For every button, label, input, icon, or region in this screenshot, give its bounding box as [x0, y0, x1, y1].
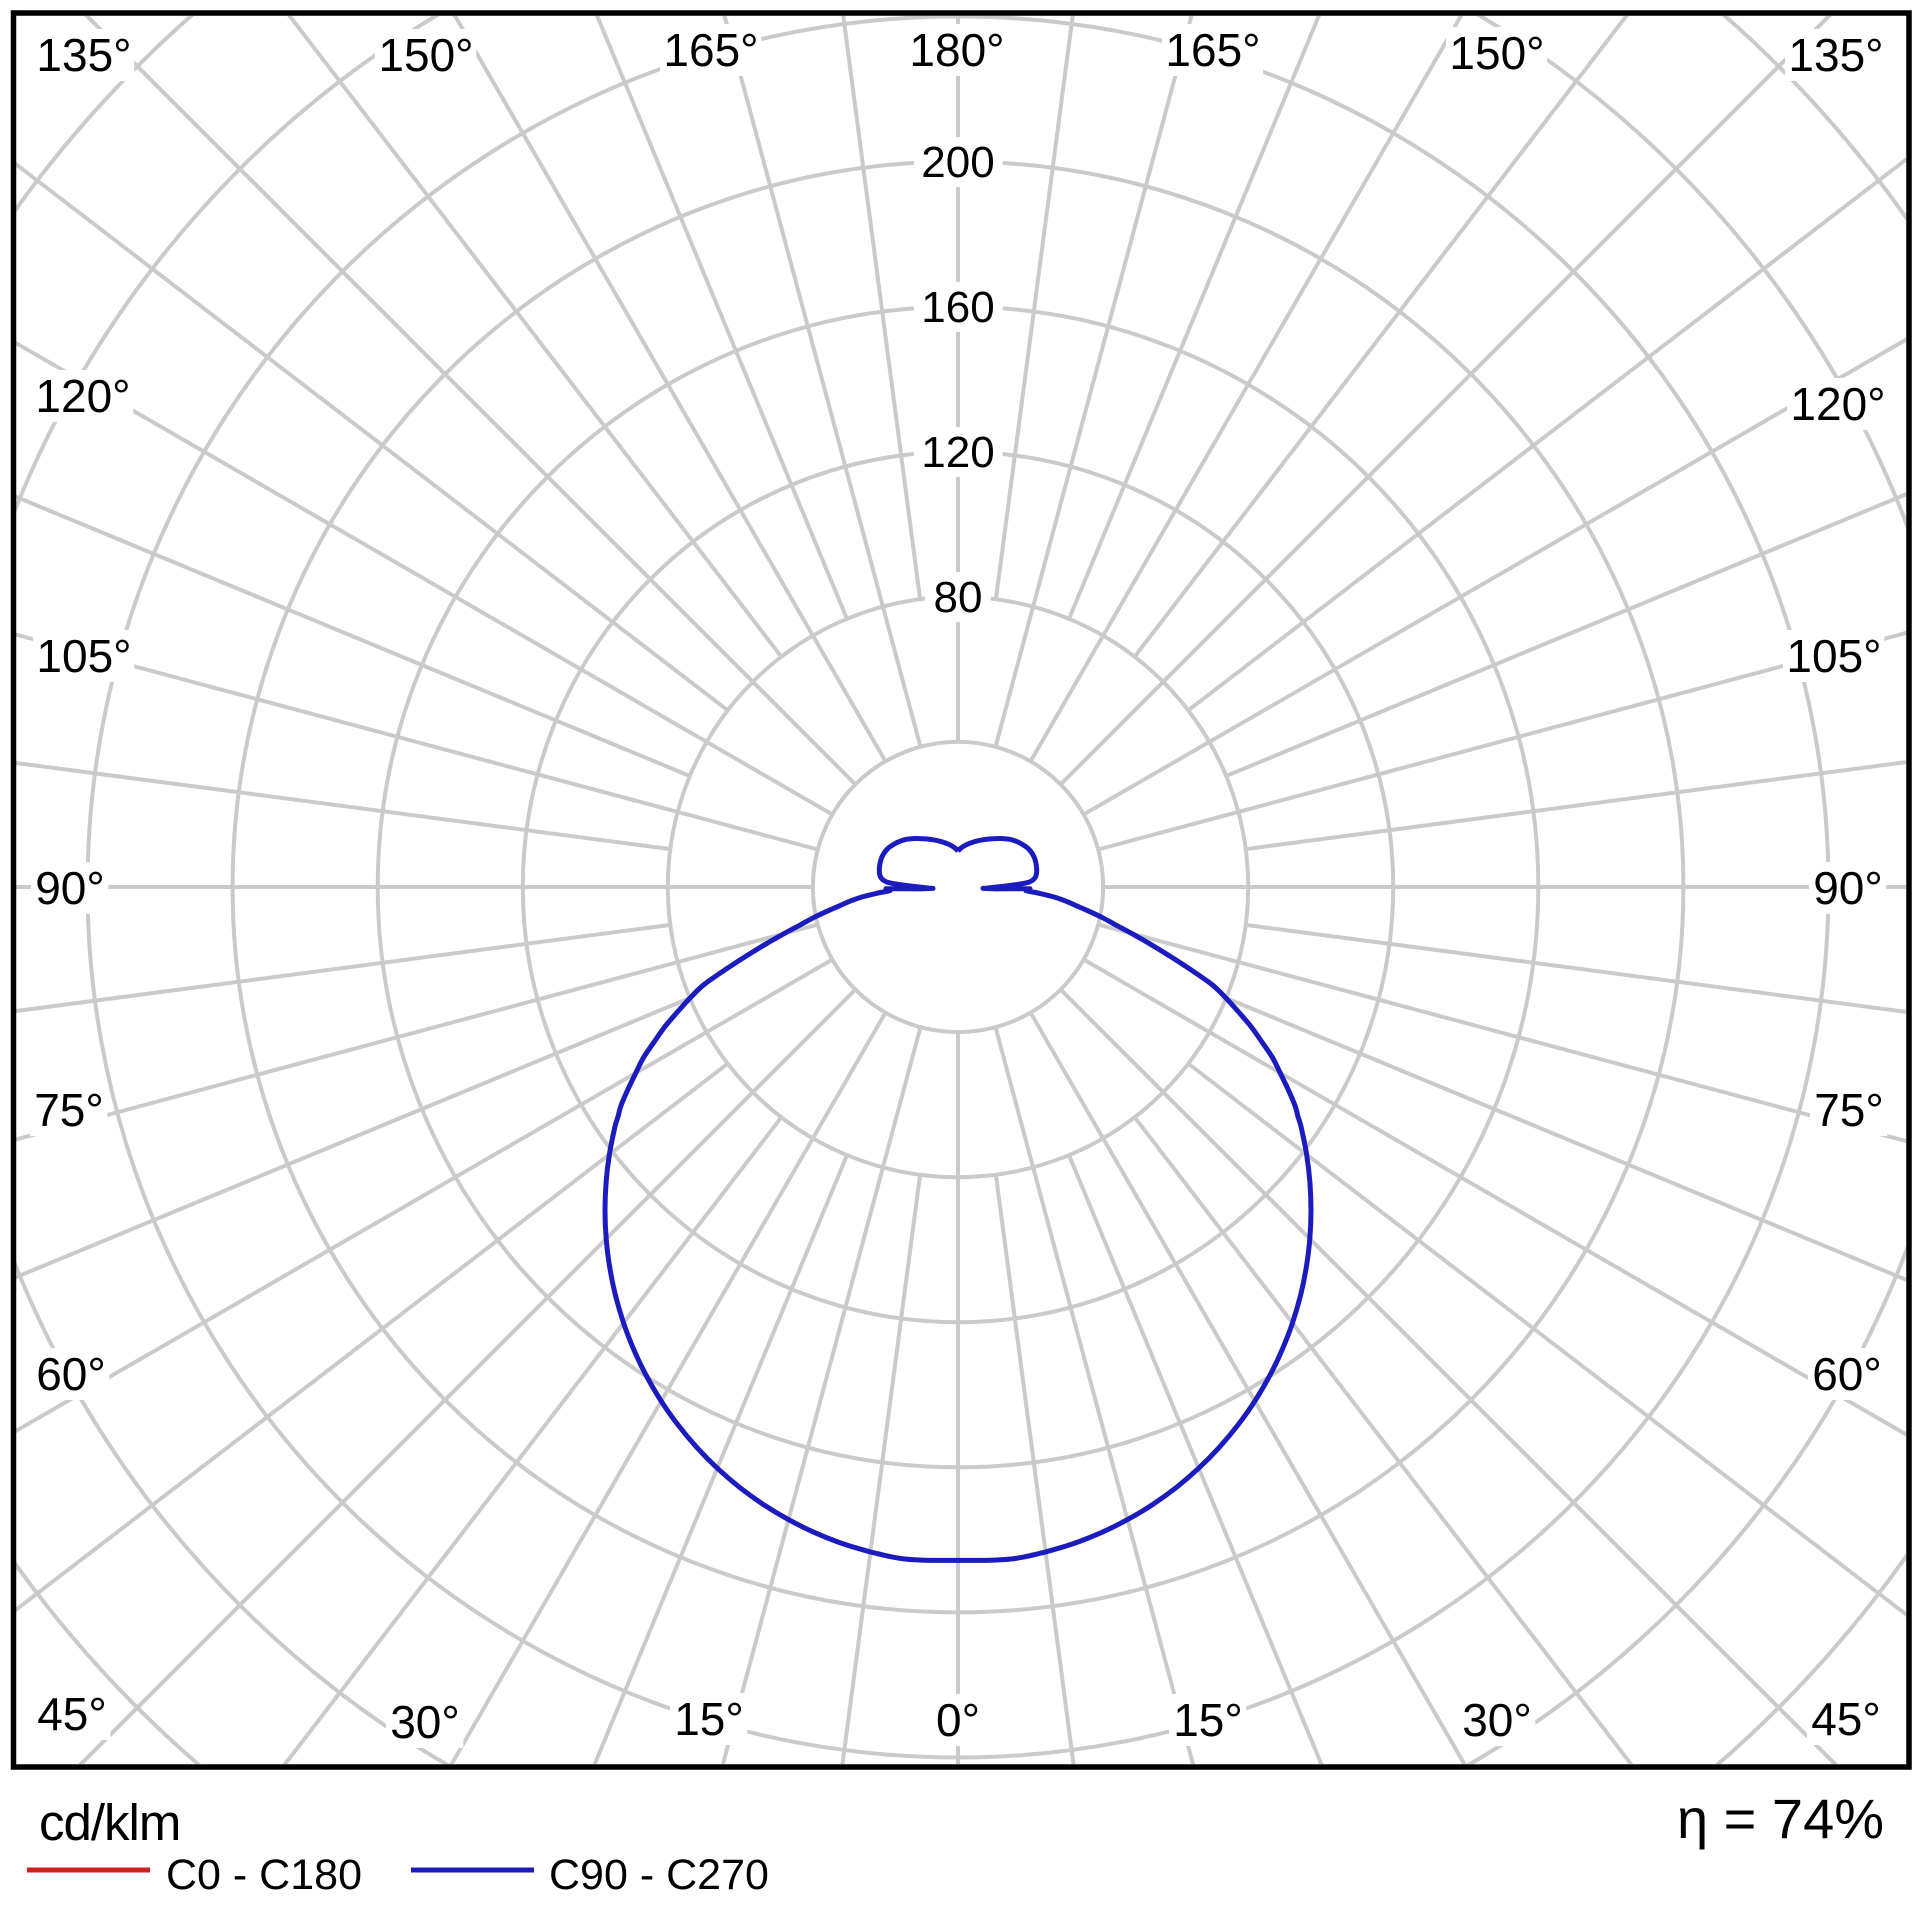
svg-text:165°: 165° [1165, 24, 1260, 76]
svg-text:0°: 0° [936, 1694, 980, 1746]
svg-text:75°: 75° [34, 1084, 104, 1136]
svg-text:15°: 15° [674, 1693, 744, 1745]
svg-text:135°: 135° [1788, 29, 1883, 81]
svg-text:120: 120 [921, 428, 994, 477]
svg-text:135°: 135° [36, 29, 131, 81]
svg-text:45°: 45° [37, 1688, 107, 1740]
svg-text:30°: 30° [390, 1696, 460, 1748]
svg-text:60°: 60° [1812, 1348, 1882, 1400]
svg-text:180°: 180° [909, 24, 1004, 76]
svg-text:45°: 45° [1811, 1693, 1881, 1745]
svg-text:80: 80 [934, 573, 983, 622]
svg-text:C0 - C180: C0 - C180 [166, 1851, 362, 1899]
svg-text:15°: 15° [1173, 1694, 1243, 1746]
svg-text:60°: 60° [36, 1348, 106, 1400]
svg-text:150°: 150° [1449, 27, 1544, 79]
svg-text:165°: 165° [663, 24, 758, 76]
svg-text:90°: 90° [1813, 862, 1883, 914]
svg-text:90°: 90° [35, 862, 105, 914]
svg-text:120°: 120° [1790, 378, 1885, 430]
svg-text:75°: 75° [1814, 1084, 1884, 1136]
svg-text:30°: 30° [1462, 1694, 1532, 1746]
svg-text:cd/klm: cd/klm [39, 1794, 180, 1851]
svg-text:105°: 105° [36, 630, 131, 682]
svg-text:105°: 105° [1786, 630, 1881, 682]
svg-text:160: 160 [921, 283, 994, 332]
svg-text:η = 74%: η = 74% [1677, 1787, 1884, 1850]
svg-text:200: 200 [921, 138, 994, 187]
svg-text:C90 - C270: C90 - C270 [549, 1851, 769, 1899]
svg-text:120°: 120° [35, 370, 130, 422]
svg-text:150°: 150° [378, 29, 473, 81]
